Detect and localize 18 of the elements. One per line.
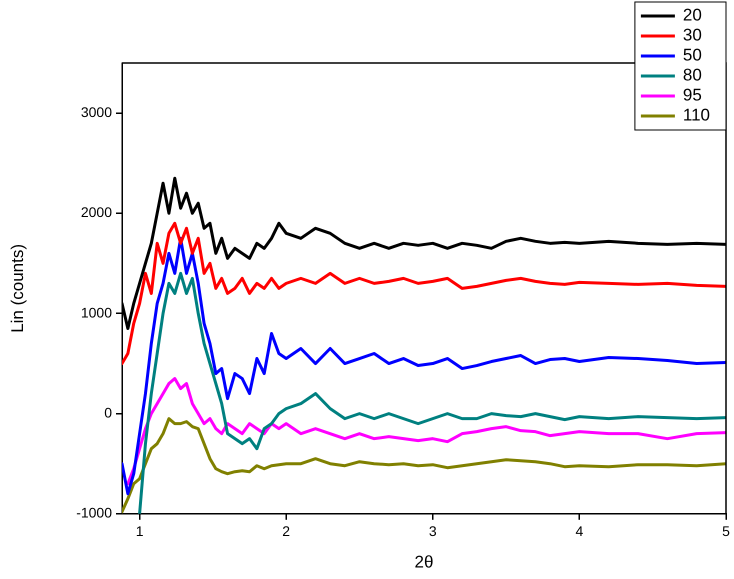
legend-label: 20 (682, 6, 702, 25)
legend-label: 110 (682, 106, 710, 125)
x-tick-label: 5 (722, 523, 730, 540)
y-tick-label: 1000 (80, 304, 112, 320)
legend-label: 50 (682, 46, 702, 65)
y-tick-label: 0 (104, 404, 112, 420)
y-tick-label: -1000 (76, 504, 112, 521)
x-tick-label: 2 (282, 523, 290, 540)
y-tick-label: 2000 (80, 204, 112, 220)
x-tick-label: 3 (428, 523, 437, 540)
legend-label: 95 (682, 86, 702, 105)
x-axis-title: 2θ (414, 552, 434, 572)
x-tick-label: 1 (136, 523, 144, 540)
x-tick-label: 4 (576, 523, 584, 540)
y-axis-title: Lin (counts) (8, 244, 27, 333)
y-tick-label: 3000 (80, 104, 112, 120)
legend-label: 30 (682, 26, 702, 45)
legend-label: 80 (682, 66, 702, 85)
